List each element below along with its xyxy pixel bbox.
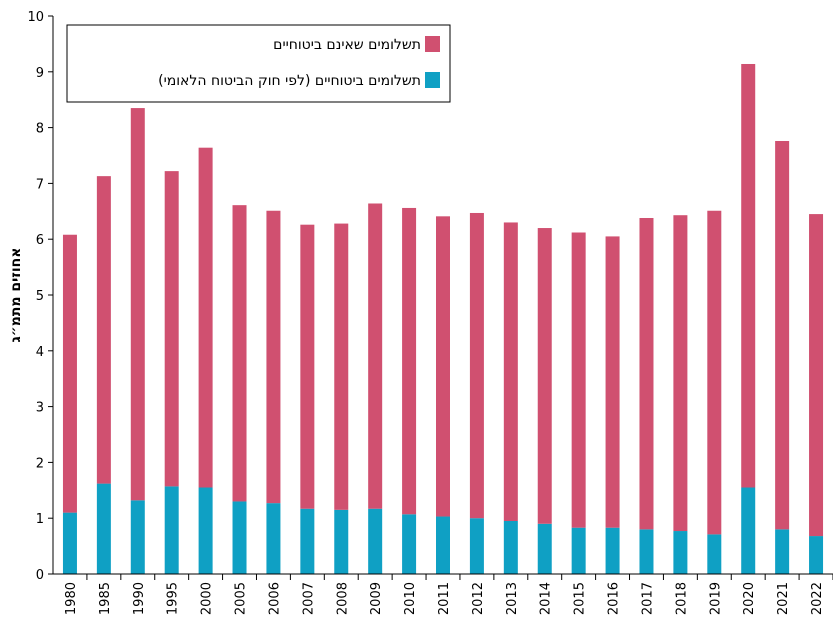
x-tick-label: 2016 — [607, 582, 622, 615]
x-tick-label: 1995 — [166, 582, 181, 615]
bar-segment — [605, 236, 620, 528]
y-tick-label: 10 — [27, 10, 44, 25]
bar-segment — [469, 212, 484, 519]
bar-segment — [741, 63, 756, 488]
bar-segment — [198, 147, 213, 488]
bar-segment — [605, 527, 620, 574]
bar-segment — [62, 234, 77, 513]
bar-segment — [673, 531, 688, 574]
legend-swatch — [425, 72, 440, 88]
x-tick-label: 2010 — [403, 582, 418, 615]
x-tick-label: 2015 — [573, 582, 588, 615]
legend-swatch — [425, 36, 440, 52]
bar-segment — [334, 509, 349, 574]
x-tick-label: 1985 — [98, 582, 113, 615]
bar-segment — [809, 536, 824, 574]
x-tick-label: 2021 — [776, 582, 791, 615]
y-tick-label: 9 — [36, 66, 44, 81]
y-tick-label: 2 — [36, 456, 44, 471]
bar-segment — [334, 223, 349, 510]
bar-segment — [469, 518, 484, 574]
x-tick-label: 2006 — [267, 582, 282, 615]
bar-segment — [232, 501, 247, 574]
x-tick-label: 2017 — [640, 582, 655, 615]
bar-segment — [266, 503, 281, 574]
x-tick-label: 1980 — [64, 582, 79, 615]
x-tick-label: 2009 — [369, 582, 384, 615]
y-tick-label: 3 — [36, 401, 44, 416]
x-tick-label: 2022 — [810, 582, 825, 615]
y-tick-label: 4 — [36, 345, 44, 360]
x-tick-label: 2014 — [539, 582, 554, 615]
bar-segment — [741, 487, 756, 574]
y-tick-label: 6 — [36, 233, 44, 248]
x-tick-label: 2011 — [437, 582, 452, 615]
bar-segment — [436, 216, 450, 517]
bar-segment — [300, 508, 315, 574]
y-tick-label: 5 — [36, 289, 44, 304]
x-tick-label: 2000 — [200, 582, 215, 615]
bar-segment — [266, 210, 281, 504]
bar-segment — [809, 214, 824, 537]
bar-segment — [537, 228, 552, 524]
bar-segment — [402, 514, 417, 574]
legend-label: תשלומים ביטוחיים (לפי חוק הביטוח הלאומי) — [158, 73, 421, 89]
x-tick-label: 2005 — [234, 582, 249, 615]
legend-label: תשלומים שאינם ביטוחיים — [273, 37, 421, 53]
bar-segment — [503, 520, 518, 574]
y-tick-label: 0 — [36, 568, 44, 583]
bar-segment — [96, 483, 111, 574]
bar-segment — [96, 176, 111, 484]
x-tick-label: 2013 — [505, 582, 520, 615]
bar-segment — [571, 232, 586, 528]
bar-segment — [232, 205, 247, 502]
x-tick-label: 2012 — [471, 582, 486, 615]
bar-segment — [130, 500, 145, 574]
x-tick-label: 1990 — [132, 582, 147, 615]
bar-segment — [775, 529, 790, 574]
y-tick-label: 1 — [36, 512, 44, 527]
x-tick-label: 2018 — [674, 582, 689, 615]
bar-segment — [130, 108, 145, 501]
x-tick-label: 2019 — [708, 582, 723, 615]
bar-segment — [62, 512, 77, 574]
bar-segment — [503, 222, 518, 521]
bar-segment — [198, 487, 213, 574]
bar-segment — [775, 140, 790, 530]
bar-segment — [707, 210, 722, 535]
x-tick-label: 2020 — [742, 582, 757, 615]
bar-segment — [571, 527, 586, 574]
bar-segment — [164, 486, 179, 574]
bar-segment — [673, 215, 688, 532]
x-tick-label: 2008 — [335, 582, 350, 615]
bar-segment — [368, 203, 383, 509]
bar-segment — [300, 224, 315, 509]
x-tick-label: 2007 — [301, 582, 316, 615]
legend-box — [66, 24, 451, 103]
bar-segment — [164, 171, 179, 487]
bar-segment — [402, 207, 417, 515]
y-axis-title: אחוזים מתמ״ג — [8, 248, 24, 343]
bar-segment — [436, 516, 450, 574]
bar-segment — [639, 529, 654, 574]
bar-segment — [639, 217, 654, 530]
y-tick-label: 7 — [36, 177, 44, 192]
bar-segment — [368, 508, 383, 574]
bar-segment — [707, 534, 722, 574]
bar-segment — [537, 523, 552, 574]
y-tick-label: 8 — [36, 122, 44, 137]
